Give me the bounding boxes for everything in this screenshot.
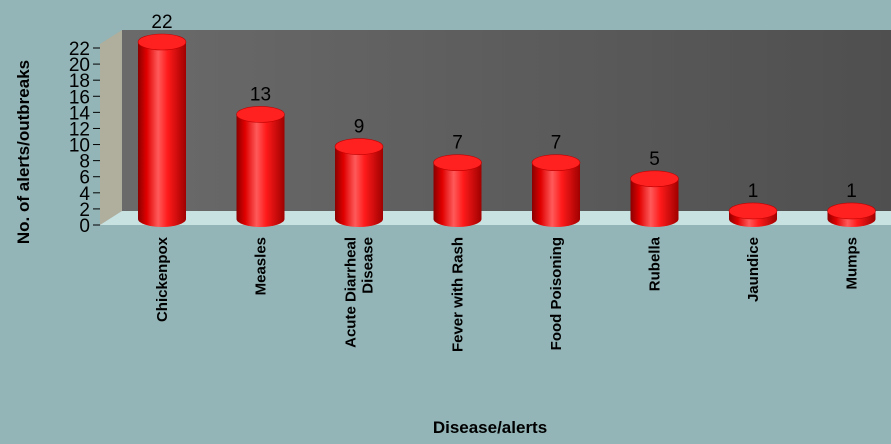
data-label: 1 [846,181,857,202]
y-tick-label: 16 [69,87,90,108]
floor [100,211,891,225]
bar-top [236,106,285,123]
bar [728,202,778,227]
y-tick-label: 22 [69,39,90,60]
data-label: 5 [649,149,660,170]
y-tick-label: 2 [79,200,90,221]
bar-top [827,202,876,220]
bar-body [630,178,679,227]
category-label: Chickenpox [154,236,171,322]
y-tick-label: 6 [79,168,90,189]
data-label: 7 [452,133,463,154]
bar-body [335,146,383,227]
bar-body [138,42,186,227]
bars [137,33,876,227]
category-label: Food Poisoning [548,237,565,350]
plot-walls [100,30,891,225]
bar [630,170,679,227]
y-tick-label: 20 [69,55,90,76]
bar-body [236,114,285,227]
bar [334,138,384,227]
y-tick-label: 10 [69,136,90,157]
bar [137,33,187,227]
data-label: 13 [250,84,271,105]
bar [531,154,581,227]
category-label: Rubella [647,236,664,291]
bar [433,154,482,227]
bar-body [532,162,580,227]
category-label: Jaundice [745,237,762,302]
data-label: 1 [748,181,759,202]
data-labels: 22 13 9 7 7 5 1 1 [151,12,856,202]
category-label: Acute DiarrhealDisease [343,237,377,348]
bar-top [137,33,187,51]
y-tick-label: 4 [79,184,90,205]
y-axis-title: No. of alerts/outbreaks [14,60,33,244]
category-label: Mumps [844,237,861,290]
category-label: Measles [253,237,270,295]
category-labels: Chickenpox Measles Acute DiarrhealDisease F… [154,236,861,352]
bar-top [630,170,679,188]
bar-top [334,138,384,155]
side-wall [100,30,122,225]
data-label: 7 [551,133,562,154]
x-axis-title: Disease/alerts [433,418,547,437]
bar [827,202,876,227]
bar-body [433,162,482,227]
data-label: 9 [354,117,365,138]
y-tick-label: 14 [69,103,91,124]
bar-top [433,154,482,171]
data-label: 22 [151,12,172,33]
y-tick-label: 18 [69,71,90,92]
bar-top [728,202,778,220]
y-tick-label: 8 [79,152,90,173]
category-label: Fever with Rash [450,237,467,352]
y-tick-label: 0 [79,216,90,237]
bar-top [531,154,581,171]
y-tick-label: 12 [69,119,90,140]
bar [236,106,285,227]
